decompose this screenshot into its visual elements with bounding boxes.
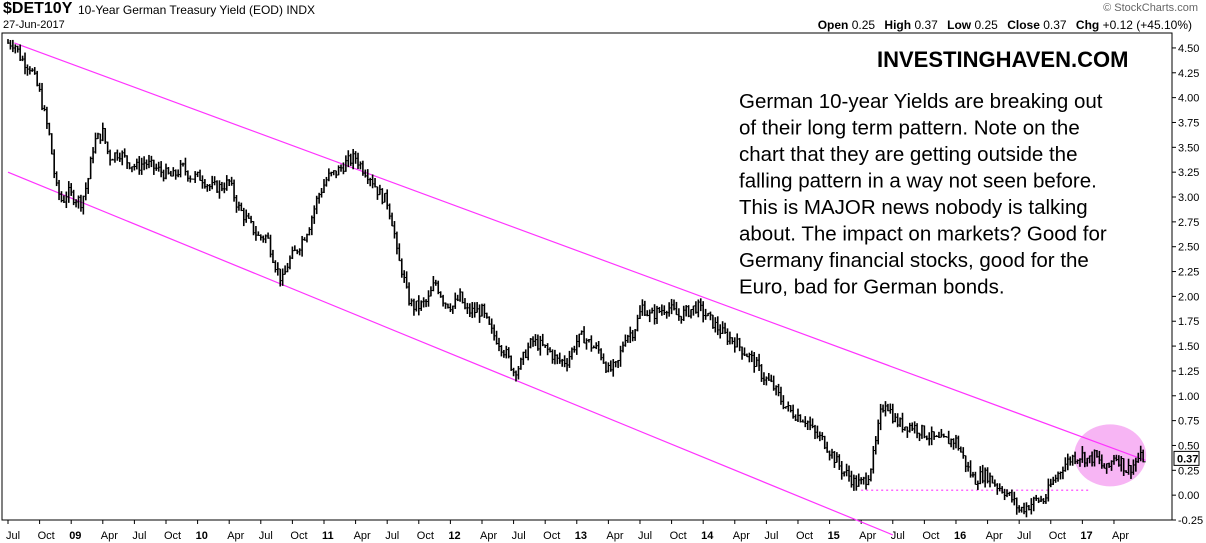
x-tick-label: Oct (543, 530, 560, 542)
x-tick-label: 13 (575, 530, 587, 542)
x-tick-label: 11 (322, 530, 334, 542)
plot-area (1, 32, 1173, 521)
annotation-line: German 10-year Yields are breaking out (739, 90, 1103, 113)
x-tick-label: Oct (164, 530, 181, 542)
x-tick-label: 10 (196, 530, 208, 542)
y-tick-label: 4.25 (1178, 68, 1199, 80)
current-value-box (1173, 450, 1200, 466)
close-label: Close (1007, 18, 1040, 32)
x-tick-label: Jul (385, 530, 399, 542)
x-axis-ticks: Jul Oct 09 Apr Jul Oct 10 Apr Jul Oct 11 Apr Jul Oct 1… (6, 520, 1129, 542)
y-tick-label: 1.00 (1178, 391, 1199, 403)
x-tick-label: Jul (6, 530, 20, 542)
low-value: 0.25 (974, 18, 998, 32)
channel-line (14, 42, 1146, 461)
exchange-label: INDX (286, 3, 315, 17)
y-tick-label: 4.50 (1178, 43, 1199, 55)
x-tick-label: Apr (480, 530, 497, 542)
x-tick-label: 14 (701, 530, 714, 542)
x-tick-label: Jul (764, 530, 778, 542)
x-tick-label: 15 (828, 530, 840, 542)
x-tick-label: Apr (1112, 530, 1129, 542)
x-tick-label: Jul (638, 530, 652, 542)
x-tick-label: Apr (986, 530, 1003, 542)
y-tick-label: 3.25 (1178, 167, 1199, 179)
x-tick-label: Jul (891, 530, 905, 542)
x-tick-label: Oct (38, 530, 55, 542)
chg-value: +0.12 (+45.10%) (1102, 18, 1192, 32)
y-tick-label: 4.00 (1178, 93, 1199, 105)
chart-date: 27-Jun-2017 (3, 19, 65, 31)
x-tick-label: 09 (69, 530, 81, 542)
x-tick-label: Oct (290, 530, 307, 542)
y-axis-ticks: 4.50 4.25 4.00 3.75 3.50 3.25 3.00 2.75 2.50 2.25… (1172, 43, 1203, 527)
x-tick-label: Jul (259, 530, 273, 542)
x-tick-label: Apr (227, 530, 244, 542)
x-tick-label: Oct (922, 530, 939, 542)
x-tick-label: Oct (670, 530, 687, 542)
current-value-marker: 0.37 (1173, 450, 1200, 466)
open-value: 0.25 (851, 18, 876, 32)
x-tick-label: Jul (512, 530, 526, 542)
x-tick-label: 16 (954, 530, 966, 542)
x-tick-label: Apr (859, 530, 876, 542)
x-tick-label: Apr (101, 530, 118, 542)
y-tick-label: 2.00 (1178, 291, 1199, 303)
y-tick-label: 2.50 (1178, 242, 1199, 254)
y-tick-label: 0.50 (1178, 440, 1199, 452)
channel-line (7, 171, 894, 536)
close-value: 0.37 (1043, 18, 1067, 32)
y-tick-label: 2.75 (1178, 217, 1199, 229)
symbol-description: 10-Year German Treasury Yield (EOD) INDX (78, 3, 315, 17)
ohlc-readout: Open 0.25 High 0.37 Low 0.25 Close 0.37 … (818, 18, 1198, 32)
x-tick-label: Oct (796, 530, 813, 542)
y-tick-label: 1.50 (1178, 341, 1199, 353)
x-tick-label: 12 (448, 530, 460, 542)
current-value-label: 0.37 (1177, 453, 1198, 465)
annotation-line: Euro, bad for German bonds. (739, 276, 1005, 299)
y-tick-label: 1.75 (1178, 316, 1199, 328)
annotation-line: Germany financial stocks, good for the (739, 249, 1089, 272)
high-label: High (884, 18, 912, 32)
x-tick-label: Apr (354, 530, 371, 542)
annotation-line: This is MAJOR news nobody is talking (739, 196, 1088, 219)
x-tick-label: Apr (733, 530, 750, 542)
x-tick-label: Oct (1049, 530, 1066, 542)
y-tick-label: 0.25 (1178, 465, 1199, 477)
y-tick-label: 2.25 (1178, 267, 1199, 279)
watermark-text: INVESTINGHAVEN.COM (877, 47, 1128, 72)
y-tick-label: 3.50 (1178, 142, 1199, 154)
annotation-line: falling pattern in a way not seen before… (739, 170, 1097, 193)
y-tick-label: 3.00 (1178, 192, 1199, 204)
description-text: 10-Year German Treasury Yield (EOD) (78, 3, 283, 17)
chg-label: Chg (1075, 18, 1100, 32)
x-tick-label: Jul (1017, 530, 1031, 542)
low-label: Low (947, 18, 972, 32)
y-tick-label: 0.75 (1178, 416, 1199, 428)
high-value: 0.37 (914, 18, 938, 32)
y-tick-label: 3.75 (1178, 117, 1199, 129)
stockcharts-brand: © StockCharts.com (1103, 2, 1198, 14)
y-tick-label: 0.00 (1178, 490, 1199, 502)
annotation-line: chart that they are getting outside the (739, 143, 1077, 166)
y-tick-label: 1.25 (1178, 366, 1199, 378)
annotation-text: German 10-year Yields are breaking out of… (739, 90, 1107, 299)
x-tick-label: Oct (417, 530, 434, 542)
x-tick-label: 17 (1080, 530, 1092, 542)
symbol-title: $DET10Y (3, 0, 73, 17)
x-tick-label: Apr (606, 530, 623, 542)
annotation-line: of their long term pattern. Note on the (739, 117, 1080, 140)
open-label: Open (817, 18, 849, 32)
y-tick-label: -0.25 (1178, 515, 1203, 527)
annotation-line: about. The impact on markets? Good for (739, 223, 1107, 246)
channel-lines (7, 42, 1146, 536)
price-bars (7, 39, 1146, 518)
x-tick-label: Jul (132, 530, 146, 542)
